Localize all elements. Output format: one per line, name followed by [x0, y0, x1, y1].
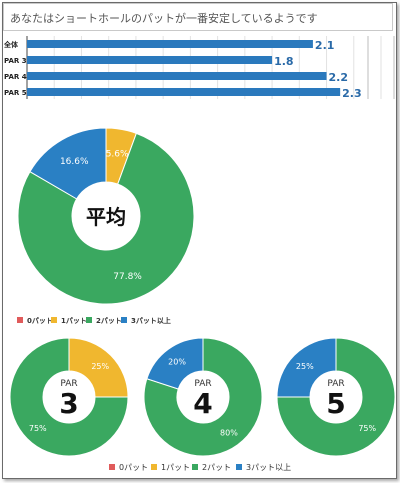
par-center-number: 3: [59, 387, 78, 420]
bar-category-label: PAR 4: [4, 73, 27, 81]
donut-slice-label: 25%: [91, 362, 109, 371]
bar-1: [27, 40, 313, 48]
donut-slice-label: 77.8%: [113, 272, 142, 282]
bar-value-label: 2.3: [342, 87, 362, 100]
chart-legend: 0パット 1パット 2パット 3パット以上: [17, 316, 171, 325]
bar-2: [27, 56, 273, 64]
par-center-caption: PAR: [194, 379, 211, 389]
donut-slice-label: 16.6%: [60, 157, 89, 167]
legend-swatch: [151, 464, 157, 470]
legend-swatch: [51, 317, 57, 323]
summary-message-box: あなたはショートホールのパットが一番安定しているようです: [3, 3, 393, 31]
donut-slice: [143, 337, 263, 457]
donut-slice-label: 5.6%: [106, 149, 129, 159]
bar-value-label: 2.1: [315, 39, 335, 52]
legend-label: 0パット: [119, 463, 148, 472]
legend-swatch: [121, 317, 127, 323]
bar-value-label: 2.2: [329, 71, 349, 84]
legend-label: 1パット: [161, 463, 190, 472]
donut-slice-label: 75%: [358, 424, 376, 433]
summary-message: あなたはショートホールのパットが一番安定しているようです: [10, 12, 318, 25]
donut-hole: [72, 182, 140, 250]
bar-value-label: 1.8: [274, 55, 294, 68]
legend-swatch: [236, 464, 242, 470]
legend-label: 2パット: [96, 316, 122, 325]
legend-swatch: [17, 317, 23, 323]
bar-category-label: PAR 3: [4, 57, 27, 65]
donut-slice-label: 80%: [220, 429, 238, 438]
bar-category-label: PAR 5: [4, 89, 27, 97]
donut-slice-label: 20%: [168, 357, 186, 366]
bar-3: [27, 72, 327, 80]
legend-swatch: [192, 464, 198, 470]
par-center-caption: PAR: [60, 379, 77, 389]
donut-hole: [43, 371, 95, 423]
donut-hole: [310, 371, 362, 423]
donut-slice-label: 25%: [296, 362, 314, 371]
par-center-caption: PAR: [327, 379, 344, 389]
legend-swatch: [86, 317, 92, 323]
par-center-number: 5: [326, 387, 345, 420]
donut-center-label: 平均: [86, 205, 126, 229]
legend-label: 3パット以上: [246, 463, 291, 472]
donut-hole: [177, 371, 229, 423]
putts-bar-chart: 全体 2.1 PAR 3 1.8 PAR 4 2.2 PAR 5 2.3: [3, 36, 395, 100]
bar-4: [27, 88, 341, 96]
legend-label: 1パット: [61, 316, 87, 325]
chart-legend: 0パット 1パット 2パット 3パット以上: [109, 463, 291, 472]
donut-chart-1: 5.6% 77.8% 16.6% 平均: [17, 127, 195, 305]
legend-label: 2パット: [202, 463, 231, 472]
legend-label: 0パット: [27, 316, 53, 325]
bar-category-label: 全体: [3, 40, 19, 49]
legend-swatch: [109, 464, 115, 470]
par-center-number: 4: [193, 387, 212, 420]
legend-label: 3パット以上: [131, 316, 171, 325]
donut-slice-label: 75%: [29, 424, 47, 433]
